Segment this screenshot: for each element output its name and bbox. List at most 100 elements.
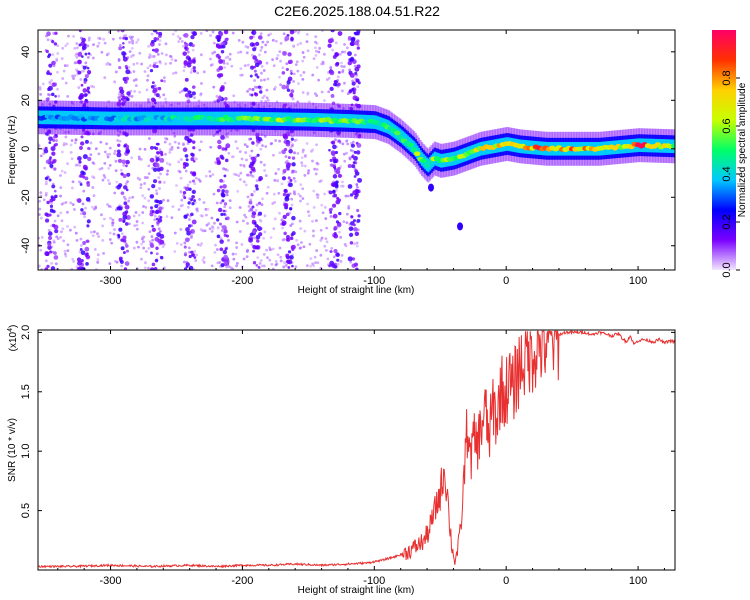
noise-speck <box>75 265 79 269</box>
noise-speck <box>281 66 285 70</box>
noise-speck <box>107 52 110 56</box>
noise-speck <box>96 260 100 264</box>
noise-band-speck <box>192 146 196 150</box>
noise-band-speck <box>220 263 225 268</box>
noise-speck <box>276 253 280 257</box>
noise-speck <box>119 168 123 172</box>
noise-speck <box>252 236 256 240</box>
noise-band-speck <box>356 142 362 148</box>
noise-speck <box>289 224 293 227</box>
noise-speck <box>303 229 307 233</box>
noise-speck <box>253 85 257 89</box>
noise-speck <box>277 167 280 171</box>
noise-speck <box>215 201 219 205</box>
noise-band-speck <box>182 51 187 56</box>
noise-speck <box>186 183 190 187</box>
noise-speck <box>106 203 109 206</box>
noise-speck <box>266 40 269 44</box>
noise-band-speck <box>86 131 91 136</box>
noise-speck <box>240 243 244 246</box>
noise-speck <box>96 253 100 257</box>
noise-speck <box>246 45 250 49</box>
noise-band-speck <box>219 185 223 189</box>
noise-speck <box>306 49 310 53</box>
noise-speck <box>150 32 154 36</box>
noise-band-speck <box>285 85 289 90</box>
noise-band-speck <box>347 164 352 169</box>
noise-speck <box>255 179 259 183</box>
noise-band-speck <box>285 141 291 147</box>
noise-speck <box>202 201 206 204</box>
noise-band-speck <box>43 148 49 154</box>
noise-speck <box>39 92 43 96</box>
noise-band-speck <box>357 177 363 183</box>
noise-speck <box>353 242 356 246</box>
noise-band-speck <box>191 202 195 206</box>
noise-band-speck <box>49 250 53 254</box>
noise-band-speck <box>54 194 58 199</box>
noise-speck <box>116 139 120 142</box>
noise-band-speck <box>86 219 91 224</box>
noise-speck <box>318 46 322 50</box>
noise-speck <box>277 191 281 195</box>
noise-speck <box>170 145 174 149</box>
noise-speck <box>187 96 191 100</box>
noise-band-speck <box>122 46 125 49</box>
noise-speck <box>238 230 242 233</box>
noise-speck <box>67 130 71 134</box>
noise-band-speck <box>219 239 224 244</box>
noise-speck <box>186 104 189 108</box>
noise-speck <box>39 216 43 220</box>
noise-band-speck <box>125 164 128 168</box>
noise-speck <box>235 261 239 265</box>
noise-speck <box>64 135 68 139</box>
noise-band-speck <box>350 103 354 107</box>
noise-speck <box>261 197 264 201</box>
noise-band-speck <box>216 160 222 166</box>
noise-speck <box>69 143 73 147</box>
noise-band-speck <box>283 231 287 236</box>
noise-speck <box>62 239 66 243</box>
noise-band-speck <box>351 81 356 86</box>
noise-band-speck <box>350 37 356 43</box>
noise-band-speck <box>223 174 227 178</box>
noise-speck <box>178 91 182 94</box>
noise-band-speck <box>118 256 123 261</box>
noise-speck <box>41 82 45 86</box>
noise-band-speck <box>156 199 160 204</box>
noise-speck <box>111 223 115 227</box>
noise-band-speck <box>286 162 291 167</box>
snr-scale-exponent: 4 <box>7 328 14 332</box>
noise-speck <box>73 141 77 145</box>
noise-band-speck <box>251 101 256 106</box>
noise-band-speck <box>353 155 358 161</box>
noise-speck <box>199 140 203 144</box>
noise-speck <box>309 264 313 268</box>
noise-speck <box>106 155 110 159</box>
noise-speck <box>128 50 132 54</box>
noise-speck <box>236 51 240 55</box>
noise-speck <box>108 231 112 235</box>
noise-speck <box>97 152 101 156</box>
noise-band-speck <box>337 31 343 36</box>
noise-speck <box>300 241 303 244</box>
noise-band-speck <box>149 157 155 163</box>
noise-band-speck <box>183 267 188 270</box>
noise-speck <box>201 258 205 262</box>
noise-speck <box>144 250 148 253</box>
noise-speck <box>190 68 194 71</box>
noise-band-speck <box>152 167 158 172</box>
noise-band-speck <box>291 264 294 268</box>
noise-band-speck <box>256 224 260 228</box>
noise-band-speck <box>78 95 83 100</box>
noise-speck <box>154 155 158 158</box>
noise-speck <box>56 87 59 91</box>
noise-band-speck <box>44 251 50 257</box>
noise-speck <box>165 161 169 165</box>
noise-speck <box>168 163 172 166</box>
noise-speck <box>301 91 305 94</box>
noise-band-speck <box>281 71 286 75</box>
noise-speck <box>63 64 67 68</box>
noise-speck <box>295 238 299 242</box>
noise-speck <box>299 246 302 250</box>
